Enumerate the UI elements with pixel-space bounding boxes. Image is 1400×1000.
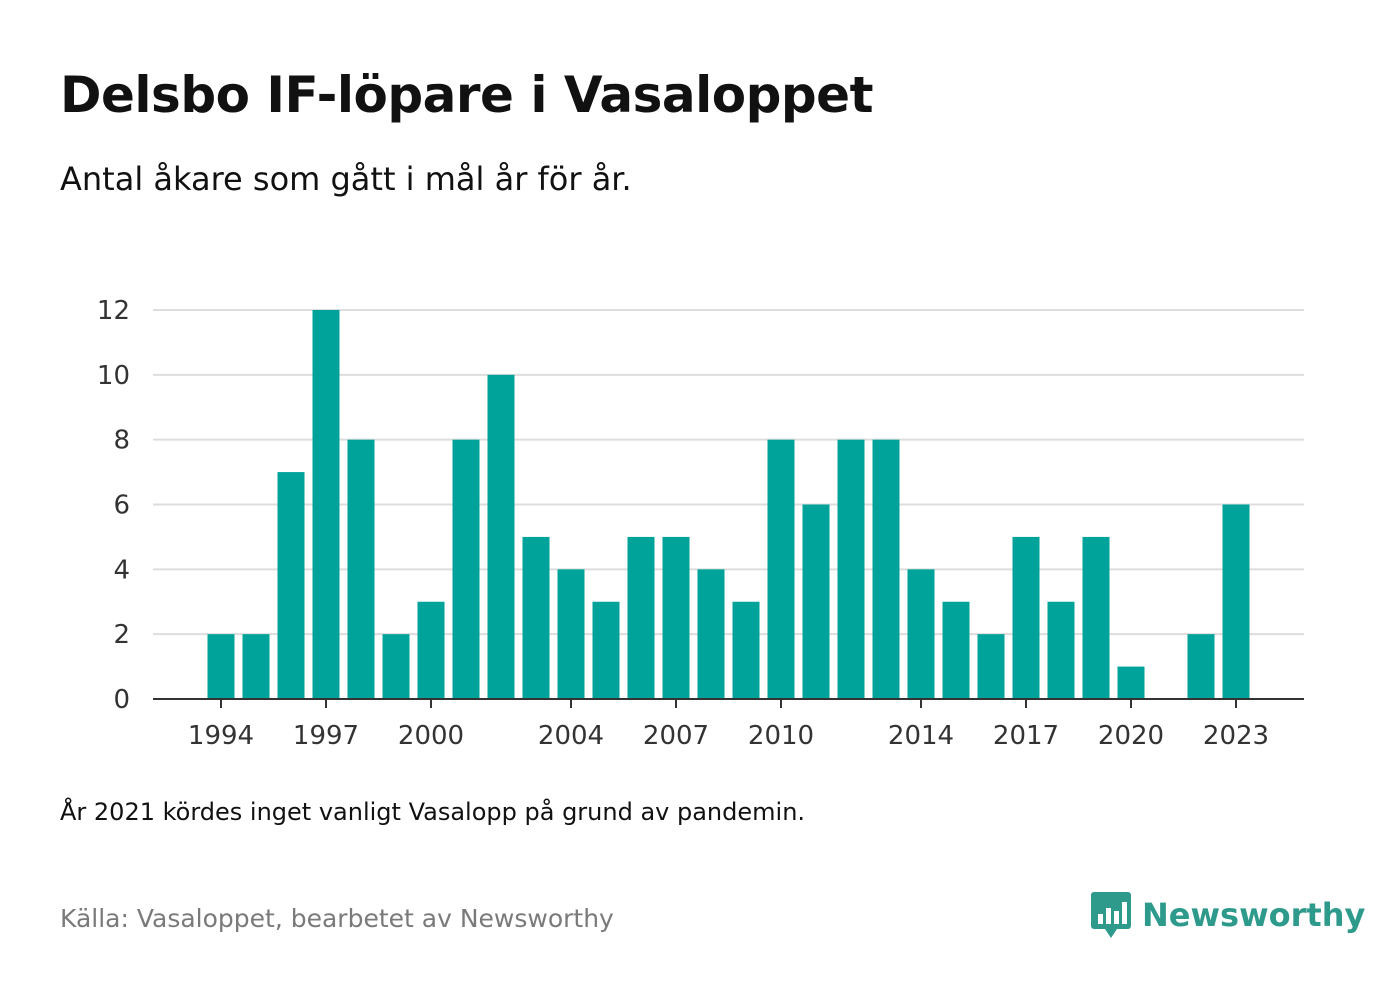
bar-2019 — [1082, 536, 1110, 699]
x-tick-label: 2020 — [1098, 721, 1164, 751]
bar-2014 — [907, 569, 935, 699]
bar-1999 — [382, 634, 410, 699]
x-tick-label: 2014 — [888, 721, 954, 751]
bar-2013 — [872, 439, 900, 699]
x-tick-label: 1997 — [293, 721, 359, 751]
bar-2016 — [977, 634, 1005, 699]
chart-title: Delsbo IF-löpare i Vasaloppet — [60, 66, 873, 124]
y-tick-label: 0 — [113, 685, 130, 715]
bar-2007 — [662, 536, 690, 699]
x-tick-label: 1994 — [188, 721, 254, 751]
y-tick-label: 12 — [97, 296, 130, 326]
x-tick-label: 2010 — [748, 721, 814, 751]
y-tick-label: 4 — [113, 555, 130, 585]
x-tick-label: 2000 — [398, 721, 464, 751]
y-tick-label: 2 — [113, 620, 130, 650]
bar-2017 — [1012, 536, 1040, 699]
bar-2018 — [1047, 601, 1075, 699]
bar-2006 — [627, 536, 655, 699]
x-tick-label: 2007 — [643, 721, 709, 751]
bar-1998 — [347, 439, 375, 699]
bar-2009 — [732, 601, 760, 699]
bar-2003 — [522, 536, 550, 699]
bar-1997 — [312, 310, 340, 699]
x-tick-label: 2017 — [993, 721, 1059, 751]
brand-logo: Newsworthy — [1090, 890, 1365, 940]
footnote: År 2021 kördes inget vanligt Vasalopp på… — [60, 798, 806, 826]
y-tick-label: 6 — [113, 491, 130, 521]
bar-2005 — [592, 601, 620, 699]
bar-2001 — [452, 439, 480, 699]
bar-2000 — [417, 601, 445, 699]
bar-2023 — [1222, 504, 1250, 699]
bar-2004 — [557, 569, 585, 699]
bar-2020 — [1117, 666, 1145, 699]
y-tick-label: 8 — [113, 426, 130, 456]
source-text: Källa: Vasaloppet, bearbetet av Newswort… — [60, 904, 614, 933]
y-tick-label: 10 — [97, 361, 130, 391]
bar-2008 — [697, 569, 725, 699]
bar-2022 — [1187, 634, 1215, 699]
bar-2015 — [942, 601, 970, 699]
bar-2002 — [487, 374, 515, 699]
x-tick-label: 2023 — [1203, 721, 1269, 751]
bar-2012 — [837, 439, 865, 699]
bar-1994 — [207, 634, 235, 699]
chart-subtitle: Antal åkare som gått i mål år för år. — [60, 160, 632, 198]
newsworthy-logo-icon — [1091, 892, 1131, 938]
bar-1995 — [242, 634, 270, 699]
bar-1996 — [277, 472, 305, 699]
bar-2011 — [802, 504, 830, 699]
brand-name: Newsworthy — [1142, 896, 1366, 934]
x-tick-label: 2004 — [538, 721, 604, 751]
bar-2010 — [767, 439, 795, 699]
